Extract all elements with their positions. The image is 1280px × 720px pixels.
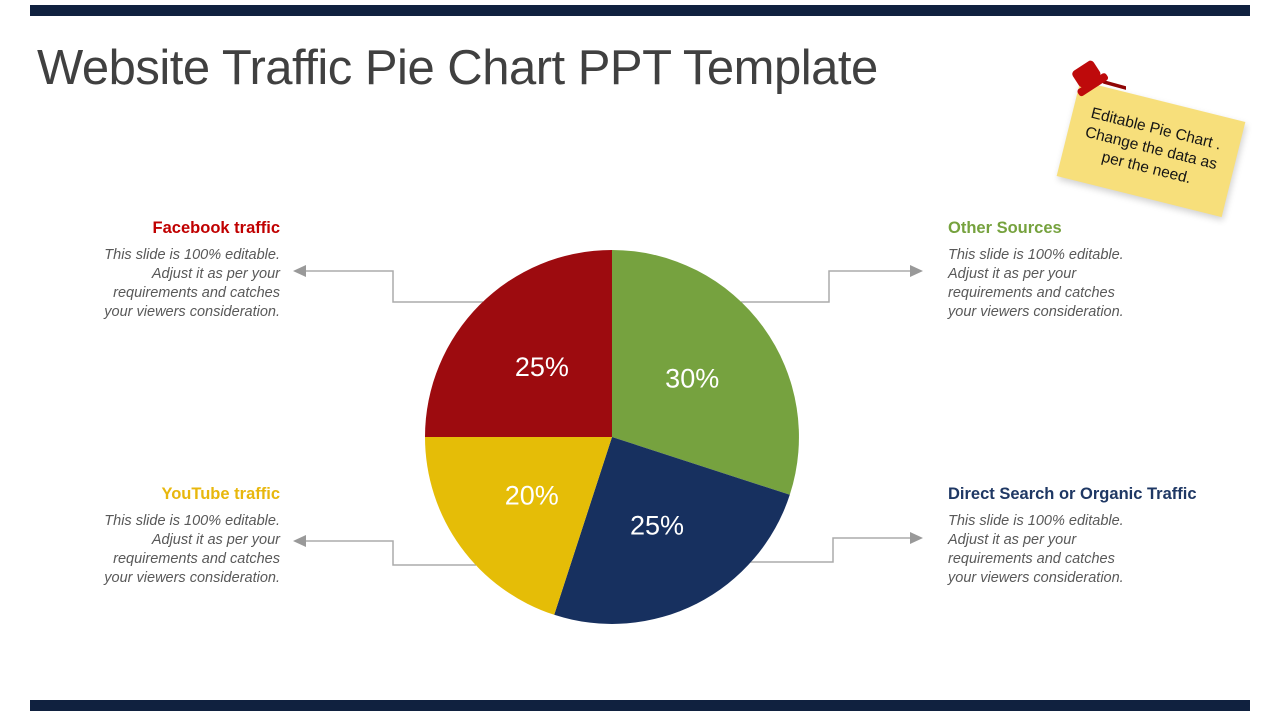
pushpin-flange (1077, 73, 1109, 97)
pie-chart[interactable]: 30% 25% 20% 25% (425, 250, 799, 624)
pie-slice-label-2: 20% (505, 480, 559, 510)
description-line: Adjust it as per your (151, 266, 280, 282)
connector-bottom-right (748, 537, 916, 563)
description-line: requirements and catches (113, 285, 280, 301)
arrowhead-right-top-icon (910, 265, 923, 277)
callout-title: Other Sources (948, 219, 1062, 237)
pie-slice-label-3: 25% (515, 352, 569, 382)
description-line: your viewers consideration. (948, 304, 1124, 320)
description-line: This slide is 100% editable. (104, 513, 280, 529)
callout-description: This slide is 100% editable. Adjust it a… (948, 512, 1278, 588)
description-line: This slide is 100% editable. (948, 513, 1124, 529)
callout-description: This slide is 100% editable. Adjust it a… (88, 246, 280, 322)
page-title: Website Traffic Pie Chart PPT Template (37, 41, 878, 95)
callout-other-sources[interactable]: Other Sources This slide is 100% editabl… (948, 219, 1278, 322)
connector-top-right (741, 270, 916, 303)
top-edge-bar (30, 5, 1250, 16)
arrowhead-left-top-icon (293, 265, 306, 277)
pie-slice-0[interactable] (612, 250, 799, 495)
pushpin-needle (1102, 80, 1126, 91)
description-line: This slide is 100% editable. (104, 247, 280, 263)
description-line: requirements and catches (948, 551, 1115, 567)
callout-youtube-traffic[interactable]: YouTube traffic This slide is 100% edita… (88, 485, 280, 588)
pie-slice-label-1: 25% (630, 510, 684, 540)
callout-title: Facebook traffic (152, 219, 280, 237)
description-line: your viewers consideration. (104, 570, 280, 586)
description-line: your viewers consideration. (104, 304, 280, 320)
connector-top-left (300, 270, 483, 303)
callout-description: This slide is 100% editable. Adjust it a… (88, 512, 280, 588)
callout-title: Direct Search or Organic Traffic (948, 485, 1197, 503)
description-line: requirements and catches (948, 285, 1115, 301)
pie-slice-1[interactable] (554, 437, 790, 624)
description-line: your viewers consideration. (948, 570, 1124, 586)
pie-slice-3[interactable] (425, 250, 612, 437)
pushpin-icon (1072, 60, 1126, 97)
description-line: requirements and catches (113, 551, 280, 567)
bottom-edge-bar (30, 700, 1250, 711)
callout-description: This slide is 100% editable. Adjust it a… (948, 246, 1278, 322)
pie-slice-2[interactable] (425, 437, 612, 615)
description-line: Adjust it as per your (948, 532, 1077, 548)
callout-title: YouTube traffic (161, 485, 280, 503)
description-line: Adjust it as per your (151, 532, 280, 548)
arrowhead-left-bottom-icon (293, 535, 306, 547)
connector-bottom-left (300, 540, 476, 566)
callout-direct-search[interactable]: Direct Search or Organic Traffic This sl… (948, 485, 1278, 588)
pie-slice-label-0: 30% (665, 364, 719, 394)
description-line: This slide is 100% editable. (948, 247, 1124, 263)
arrowhead-right-bottom-icon (910, 532, 923, 544)
callout-facebook-traffic[interactable]: Facebook traffic This slide is 100% edit… (88, 219, 280, 322)
description-line: Adjust it as per your (948, 266, 1077, 282)
